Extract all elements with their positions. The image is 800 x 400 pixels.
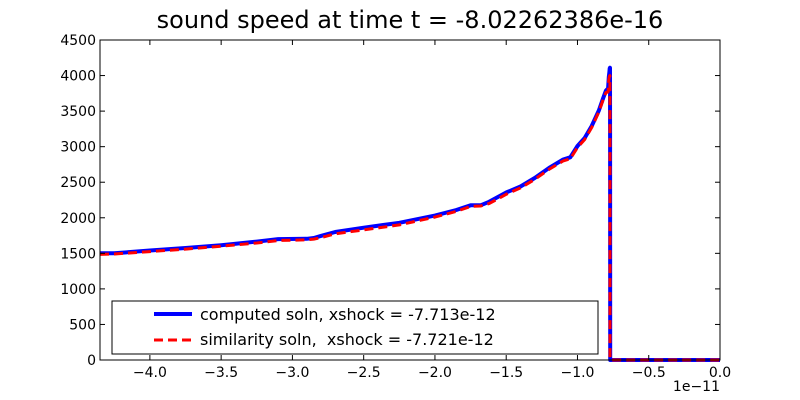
x-tick-label: −4.0 [133,365,167,381]
x-tick-label: −1.5 [489,365,523,381]
chart-title: sound speed at time t = -8.02262386e-16 [157,6,664,34]
x-tick-label: 0.0 [709,365,731,381]
x-tick-label: −2.5 [347,365,381,381]
legend: computed soln, xshock = -7.713e-12 simil… [111,300,599,355]
x-tick-label: −2.0 [418,365,452,381]
y-tick-label: 3000 [60,140,96,156]
x-tick-label: −3.5 [204,365,238,381]
y-tick-label: 2500 [60,175,96,191]
y-tick-label: 2000 [60,211,96,227]
y-tick-label: 4000 [60,69,96,85]
y-tick-label: 0 [87,353,96,369]
y-tick-label: 1000 [60,282,96,298]
y-tick-label: 4500 [60,33,96,49]
x-tick-label: −1.0 [560,365,594,381]
x-tick-label: −0.5 [632,365,666,381]
series-layer [99,65,720,362]
legend-label-similarity: similarity soln, xshock = -7.721e-12 [200,330,494,349]
x-axis-offset-label: 1e−11 [673,379,720,395]
legend-box [111,300,599,355]
y-tick-label: 1500 [60,246,96,262]
plot-frame [99,39,721,361]
x-tick-label: −3.0 [275,365,309,381]
series-line-similarity [99,74,720,362]
y-tick-label: 3500 [60,104,96,120]
y-tick-label: 500 [69,317,96,333]
y-axis: 0 500 1000 1500 2000 2500 3000 3500 4000 4500 [60,33,720,369]
x-axis: −4.0 −3.5 −3.0 −2.5 −2.0 −1.5 −1.0 −0.5 0.0 [133,40,731,381]
legend-label-computed: computed soln, xshock = -7.713e-12 [200,305,496,324]
